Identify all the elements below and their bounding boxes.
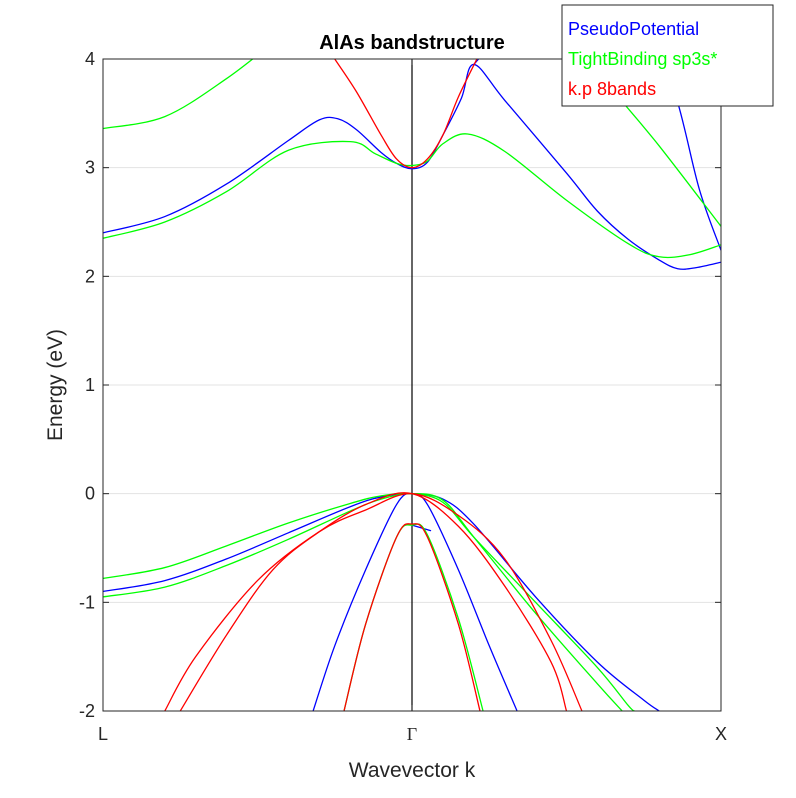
y-tick-label: 0 (85, 484, 95, 504)
x-tick-label: L (98, 724, 108, 744)
y-axis-label: Energy (eV) (44, 329, 67, 441)
y-tick-label: 3 (85, 158, 95, 178)
series-layer (103, 59, 721, 711)
band-line (473, 59, 480, 66)
band-line (164, 493, 583, 711)
x-tick-label: X (715, 724, 727, 744)
y-tick-label: 1 (85, 375, 95, 395)
legend-entry-kp-8bands: k.p 8bands (568, 79, 656, 99)
y-tick-label: -2 (79, 701, 95, 721)
band-line (103, 133, 721, 259)
band-line (179, 492, 568, 711)
legend-entry-tightbinding: TightBinding sp3s* (568, 49, 717, 69)
band-line (343, 523, 481, 711)
legend-box (561, 4, 774, 107)
series-2 (164, 59, 583, 711)
band-line (663, 59, 721, 251)
y-tick-label: -1 (79, 592, 95, 612)
y-tick-label: 4 (85, 49, 95, 69)
legend-entry-pseudopotential: PseudoPotential (568, 19, 699, 39)
legend: PseudoPotential TightBinding sp3s* k.p 8… (561, 4, 774, 107)
x-axis-label: Wavevector k (349, 759, 476, 782)
band-line (589, 59, 721, 227)
y-tick-label: 2 (85, 266, 95, 286)
band-line (334, 59, 478, 169)
chart-title: AlAs bandstructure (319, 32, 505, 54)
x-tick-label: Γ (407, 724, 417, 744)
y-ticks: -2 -1 0 1 2 3 4 (79, 49, 721, 721)
band-line (103, 63, 721, 270)
